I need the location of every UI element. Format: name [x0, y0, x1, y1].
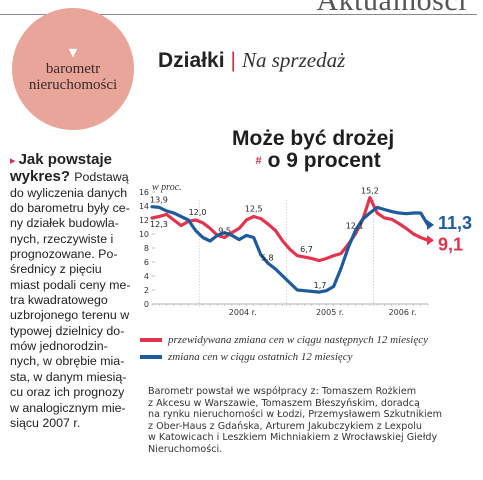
legend-item: zmiana cen w ciągu ostatnich 12 miesięcy — [140, 348, 428, 365]
sidebar-text: ▸ Jak powstaje wykres? Podstawą do wylicze… — [10, 152, 138, 431]
footnote-line: na rynku nieruchomości w Łodzi, Przemysł… — [148, 409, 442, 421]
arrow-down-icon: ▼ — [68, 45, 78, 59]
sidebar-line: wykres? Podstawą — [10, 169, 138, 185]
y-tick-label: 12 — [140, 216, 149, 225]
y-tick-label: 0 — [144, 300, 149, 309]
chart-title-line-1: Może być drożej — [232, 127, 395, 150]
sidebar-line: ▸ Jak powstaje — [10, 152, 138, 169]
chart-legend: przewidywana zmiana cen w ciągu następny… — [140, 331, 428, 365]
data-label: 9,1 — [438, 234, 463, 254]
footnote-line: Barometr powstał we współpracy z: Tomasz… — [148, 386, 417, 397]
footnote-line: z Akcesu w Warszawie, Tomaszem Błeszyńsk… — [148, 397, 420, 409]
y-tick-label: 6 — [144, 258, 149, 267]
y-tick-label: 2 — [144, 286, 149, 295]
heading-main: Działki — [158, 49, 225, 72]
data-label: 12,5 — [245, 205, 263, 214]
data-label: 13,9 — [150, 196, 168, 205]
sidebar-lead: Jak powstaje — [18, 151, 112, 168]
chart-title: Może być drożej # o 9 procent — [232, 128, 394, 172]
sidebar-line: średnicy z pięciu — [10, 262, 102, 277]
sidebar-line: miast podali ceny me- — [10, 277, 131, 292]
sidebar-line: sta, w danym miesią- — [10, 369, 127, 384]
footnote-line: w Katowicach i Leszkiem Michniakiem z Wr… — [148, 432, 438, 444]
y-tick-label: 10 — [140, 230, 149, 239]
legend-swatch — [140, 354, 162, 359]
heading-separator: | — [230, 49, 236, 72]
sidebar-line: nych, w obrębie mia- — [10, 354, 125, 369]
chart-title-line-2-text: o 9 procent — [267, 149, 381, 172]
y-tick-label: 14 — [140, 202, 149, 211]
y-axis-label: w proc. — [152, 182, 182, 193]
sidebar-line: do wyliczenia danych — [10, 185, 128, 200]
legend-swatch — [140, 337, 162, 342]
sidebar-line: nych, rzeczywiste i — [10, 231, 114, 246]
footnote-line: z Ober-Haus z Gdańska, Arturem Jakubczyk… — [148, 420, 422, 432]
badge-line-2: nieruchomości — [28, 76, 118, 93]
sidebar-line: uzbrojonego terenu w — [10, 308, 130, 323]
series-line-0 — [150, 196, 430, 263]
sidebar-lead: wykres? — [10, 168, 75, 186]
sidebar-line-rest: Podstawą — [74, 170, 129, 185]
legend-label: zmiana cen w ciągu ostatnich 12 miesięcy — [168, 350, 353, 363]
sidebar-line: prognozowane. Po- — [10, 247, 118, 262]
series-end-arrow-0 — [427, 235, 434, 246]
x-tick-label: 2006 r. — [389, 308, 417, 317]
series-end-arrow-1 — [427, 219, 434, 230]
data-label: 5,8 — [261, 253, 274, 262]
legend-label: przewidywana zmiana cen w ciągu następny… — [168, 333, 428, 346]
data-label: 1,7 — [314, 281, 327, 290]
sidebar-line: tra kwadratowego — [10, 293, 108, 308]
x-tick-label: 2004 r. — [229, 308, 257, 317]
sidebar-line: siącu 2007 r. — [10, 415, 81, 430]
sidebar-line: w analogicznym mie- — [10, 400, 126, 415]
barometer-badge: ▼ barometr nieruchomości — [12, 8, 134, 130]
data-label: 9,5 — [218, 227, 231, 236]
sidebar-line: mów jednorodzin- — [10, 339, 108, 354]
data-label: 6,7 — [300, 245, 313, 254]
sidebar-line: ny działek budowla- — [10, 216, 119, 231]
legend-item: przewidywana zmiana cen w ciągu następny… — [140, 331, 428, 348]
y-tick-label: 8 — [144, 244, 149, 253]
top-divider — [0, 14, 477, 15]
hash-icon: # — [255, 155, 262, 168]
data-label: 15,2 — [361, 187, 379, 196]
y-tick-label: 4 — [144, 272, 149, 281]
badge-line-1: barometr — [45, 60, 101, 77]
series-line-1 — [150, 205, 430, 294]
bullet-icon: ▸ — [10, 155, 19, 167]
page-heading: Działki | Na sprzedaż — [158, 48, 345, 73]
chart-title-line-2: # o 9 procent — [232, 150, 394, 172]
line-chart: w proc. 0 2 4 6 8 10 12 14 16 2004 r. 2005 r. 2006 r… — [140, 182, 472, 317]
data-label: 11,3 — [438, 213, 472, 233]
heading-sub: Na sprzedaż — [242, 48, 346, 72]
x-tick-label: 2005 r. — [316, 308, 344, 317]
data-label: 12,3 — [150, 220, 168, 229]
data-label: 12,1 — [346, 221, 364, 230]
y-tick-label: 16 — [140, 188, 149, 197]
footnote-line: Nieruchomości. — [148, 443, 223, 455]
footnote: Barometr powstał we współpracy z: Tomasz… — [148, 386, 468, 456]
section-title: Aktualności — [316, 0, 467, 17]
sidebar-line: typowej dzielnicy do- — [10, 323, 125, 338]
sidebar-line: cu oraz ich prognozy — [10, 385, 125, 400]
sidebar-line: do barometru były ce- — [10, 201, 130, 216]
data-label: 12,0 — [189, 208, 207, 217]
